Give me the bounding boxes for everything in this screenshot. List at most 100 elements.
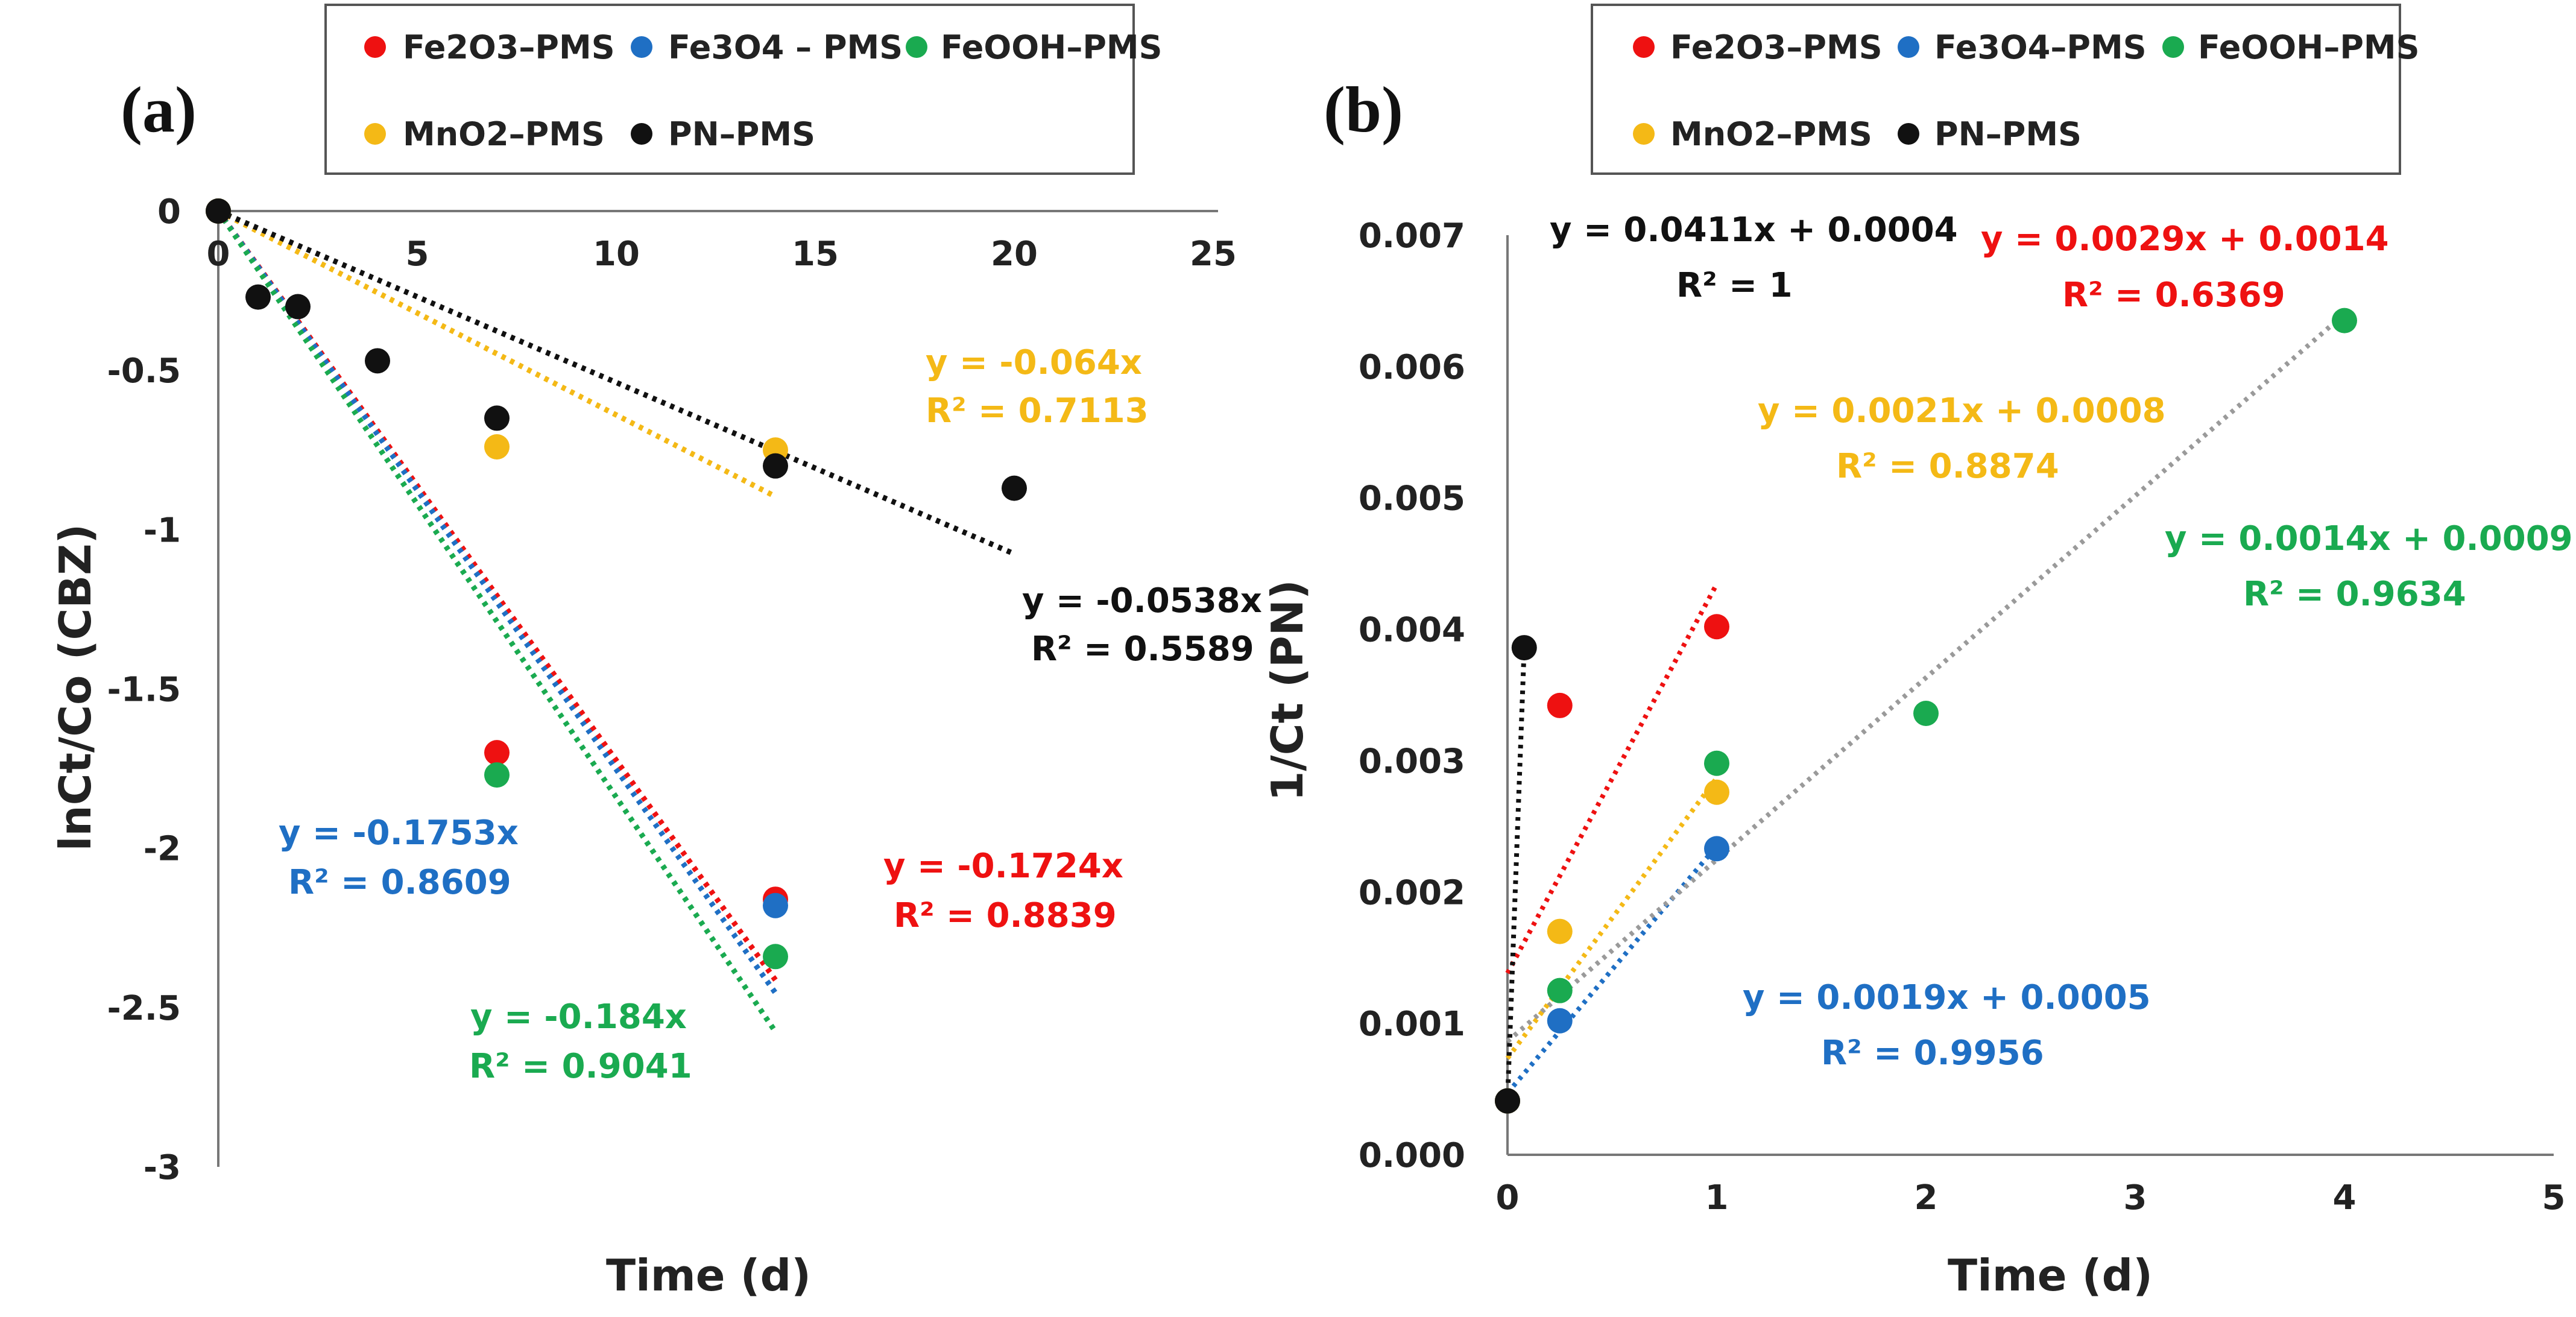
legend-b-label-mno2: MnO2–PMS	[1670, 115, 1872, 153]
point-a-pn-pms-3	[365, 348, 390, 374]
r2-b-feooh: R² = 0.9634	[2243, 575, 2466, 614]
legend-a-label-feooh: FeOOH–PMS	[941, 28, 1163, 66]
x-tick-a-25: 25	[1190, 235, 1237, 274]
legend-a-label-pn: PN–PMS	[668, 115, 815, 153]
r2-b-mno2: R² = 0.8874	[1836, 447, 2059, 486]
point-a-pn-pms-2	[285, 294, 311, 320]
y-tick-a-0-5: -0.5	[107, 352, 181, 391]
equation-a-mno2: y = -0.064x	[926, 343, 1142, 382]
point-b-feooh-pms-2	[1704, 750, 1729, 776]
r2-a-pn: R² = 0.5589	[1031, 630, 1254, 669]
trendline-b-fe3o4-pms	[1505, 844, 1719, 1095]
y-ticks-a: 0 -0.5 -1 -1.5 -2 -2.5 -3	[107, 192, 181, 1187]
trendline-a-feooh-pms	[216, 209, 778, 1034]
legend-b-entry-pn: PN–PMS	[1898, 115, 2082, 153]
legend-a-entry-mno2: MnO2–PMS	[364, 115, 605, 153]
legend-a-entry-fe2o3: Fe2O3–PMS	[364, 28, 615, 66]
x-ticks-b: 0 1 2 3 4 5	[1496, 1178, 2566, 1218]
point-b-mno2-pms-1	[1547, 918, 1573, 944]
y-tick-b-0-001: 0.001	[1359, 1005, 1465, 1044]
x-tick-a-15: 15	[792, 235, 839, 274]
x-tick-a-20: 20	[991, 235, 1038, 274]
point-a-pn-pms-0	[206, 198, 231, 224]
equation-a-fe3o4: y = -0.1753x	[279, 813, 519, 853]
panel-a: (a) Fe2O3–PMS Fe3O4 – PMS FeOOH–PMS MnO2…	[50, 4, 1262, 1301]
r2-b-pn: R² = 1	[1676, 266, 1793, 305]
y-tick-b-0-000: 0.000	[1359, 1136, 1465, 1175]
trendline-b-pn-pms	[1505, 647, 1527, 1101]
point-a-mno2-pms-1	[484, 434, 510, 460]
legend-a-marker-feooh	[906, 36, 927, 58]
point-a-pn-pms-1	[245, 284, 271, 310]
y-tick-b-0-003: 0.003	[1359, 742, 1465, 781]
point-a-pn-pms-5	[763, 453, 788, 479]
y-ticks-b: 0.000 0.001 0.002 0.003 0.004 0.005 0.006 0.007	[1359, 216, 1465, 1175]
equation-a-pn: y = -0.0538x	[1022, 581, 1262, 621]
panel-b-label: (b)	[1324, 74, 1403, 146]
trendlines-a	[216, 208, 1015, 1034]
point-b-feooh-pms-1	[1547, 977, 1573, 1003]
legend-a-label-mno2: MnO2–PMS	[403, 115, 605, 153]
y-tick-b-0-005: 0.005	[1359, 479, 1465, 519]
y-tick-b-0-002: 0.002	[1359, 873, 1465, 912]
equation-b-pn: y = 0.0411x + 0.0004	[1550, 210, 1958, 250]
legend-b-label-pn: PN–PMS	[1934, 115, 2082, 153]
legend-b-entry-feooh: FeOOH–PMS	[2162, 28, 2420, 66]
x-axis-label-a: Time (d)	[606, 1250, 811, 1301]
r2-b-fe2o3: R² = 0.6369	[2062, 276, 2285, 315]
point-b-feooh-pms-3	[1913, 701, 1939, 726]
legend-a-label-fe2o3: Fe2O3–PMS	[403, 28, 615, 66]
point-b-fe2o3-pms-1	[1547, 692, 1573, 718]
r2-a-feooh: R² = 0.9041	[469, 1047, 692, 1086]
equation-b-fe3o4: y = 0.0019x + 0.0005	[1743, 978, 2151, 1017]
equation-a-feooh: y = -0.184x	[470, 997, 687, 1037]
y-tick-b-0-004: 0.004	[1359, 611, 1465, 650]
legend-a-marker-mno2	[364, 123, 386, 145]
x-tick-a-5: 5	[406, 235, 429, 274]
point-b-fe2o3-pms-2	[1704, 614, 1729, 640]
x-axis-label-b: Time (d)	[1948, 1250, 2153, 1301]
equation-b-mno2: y = 0.0021x + 0.0008	[1758, 391, 2166, 431]
point-b-feooh-pms-4	[2332, 308, 2357, 333]
legend-b-marker-feooh	[2162, 36, 2184, 58]
legend-b-marker-mno2	[1633, 123, 1655, 145]
x-tick-b-4: 4	[2333, 1178, 2357, 1218]
trendlines-b	[1505, 312, 2346, 1101]
y-tick-b-0-007: 0.007	[1359, 216, 1465, 256]
point-b-fe3o4-pms-1	[1547, 1008, 1573, 1034]
x-tick-a-0: 0	[207, 235, 230, 274]
x-tick-b-3: 3	[2124, 1178, 2147, 1218]
point-b-pn-pms-0	[1495, 1088, 1520, 1114]
legend-b-label-feooh: FeOOH–PMS	[2198, 28, 2420, 66]
point-b-pn-pms-1	[1511, 635, 1537, 661]
point-b-fe3o4-pms-2	[1704, 836, 1729, 862]
legend-b-label-fe2o3: Fe2O3–PMS	[1670, 28, 1883, 66]
trendline-b-fe2o3-pms	[1505, 583, 1719, 974]
y-axis-label-a: lnCt/Co (CBZ)	[50, 524, 101, 851]
legend-a-marker-fe3o4	[631, 36, 652, 58]
equation-b-fe2o3: y = 0.0029x + 0.0014	[1981, 220, 2389, 259]
legend-b-marker-fe3o4	[1898, 36, 1919, 58]
point-a-pn-pms-6	[1002, 475, 1027, 501]
r2-a-fe3o4: R² = 0.8609	[288, 863, 511, 902]
legend-a	[324, 4, 1135, 175]
point-a-fe3o4-pms-1	[763, 892, 788, 918]
legend-b-entry-mno2: MnO2–PMS	[1633, 115, 1872, 153]
r2-a-mno2: R² = 0.7113	[926, 391, 1149, 431]
y-axis-label-b: 1/Ct (PN)	[1262, 580, 1313, 801]
panel-b: (b) Fe2O3–PMS Fe3O4–PMS FeOOH–PMS MnO2–P…	[1262, 4, 2573, 1301]
point-b-mno2-pms-2	[1704, 779, 1729, 805]
legend-a-label-fe3o4: Fe3O4 – PMS	[668, 28, 903, 66]
points-b	[1495, 308, 2357, 1114]
x-tick-b-0: 0	[1496, 1178, 1520, 1218]
x-tick-a-10: 10	[593, 235, 640, 274]
legend-b-marker-fe2o3	[1633, 36, 1655, 58]
point-a-fe2o3-pms-1	[484, 740, 510, 766]
legend-a-entry-pn: PN–PMS	[631, 115, 815, 153]
y-tick-a-1: -1	[144, 511, 181, 550]
equation-a-fe2o3: y = -0.1724x	[883, 847, 1123, 886]
y-tick-a-0: 0	[157, 192, 181, 232]
r2-b-fe3o4: R² = 0.9956	[1821, 1034, 2044, 1073]
equation-b-feooh: y = 0.0014x + 0.0009	[2165, 519, 2573, 558]
